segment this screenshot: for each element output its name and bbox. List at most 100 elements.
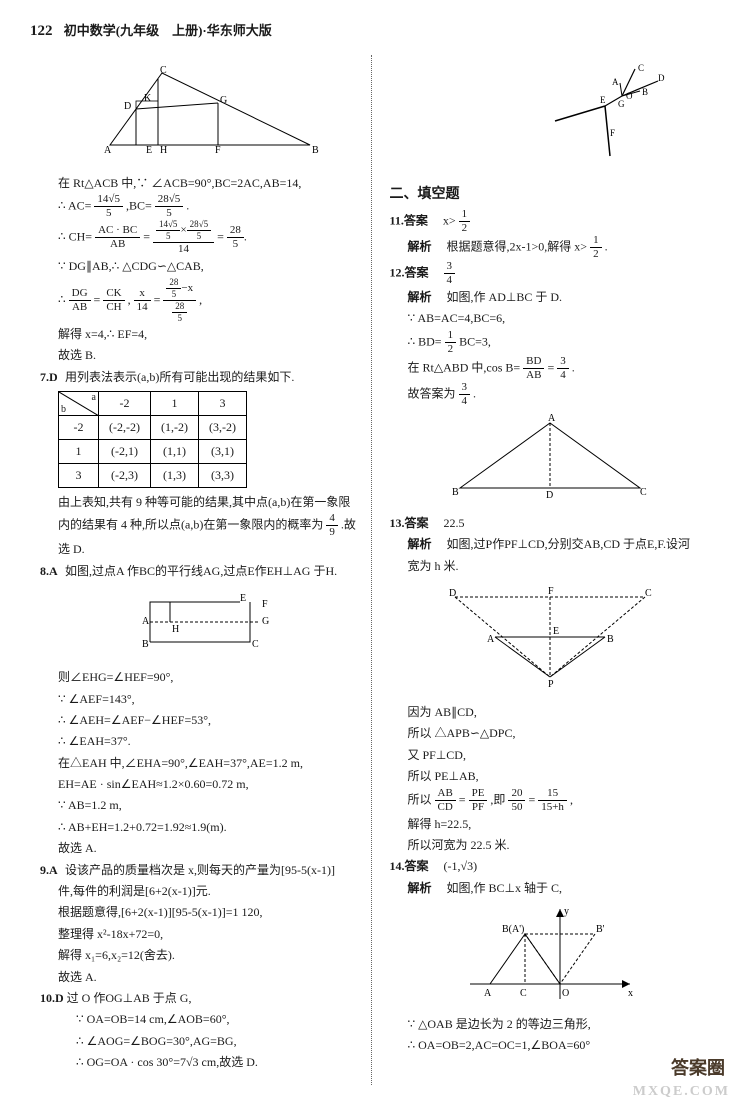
q10-l4: ∴ OG=OA · cos 30°=7√3 cm,故选 D. — [40, 1052, 361, 1072]
svg-text:C: C — [160, 65, 167, 76]
q12-l4: 在 Rt△ABD 中,cos B= BDAB = 34 . — [390, 356, 711, 381]
q6-l4: ∵ DG∥AB,∴ △CDG∽△CAB, — [40, 256, 361, 276]
q7-l2: 由上表知,共有 9 种等可能的结果,其中点(a,b)在第一象限 — [40, 492, 361, 512]
svg-text:B: B — [312, 145, 319, 155]
q9-l5: 解得 x₁=6,x₂=12(舍去). — [40, 945, 361, 965]
svg-text:B: B — [607, 634, 614, 645]
page-number: 122 — [30, 23, 53, 39]
svg-text:D: D — [449, 588, 456, 599]
svg-text:A: A — [548, 413, 556, 424]
q9-l4: 整理得 x²-18x+72=0, — [40, 924, 361, 944]
q12-l1: 解析 如图,作 AD⊥BC 于 D. — [390, 287, 711, 307]
svg-text:F: F — [215, 145, 221, 155]
q6-l2: ∴ AC= 14√55 ,BC= 28√55 . — [40, 194, 361, 219]
svg-text:B(A'): B(A') — [502, 924, 524, 935]
svg-text:P: P — [548, 679, 554, 690]
q6-l1: 在 Rt△ACB 中,∵ ∠ACB=90°,BC=2AC,AB=14, — [40, 173, 361, 193]
watermark-url: MXQE.COM — [633, 1084, 730, 1100]
q12-diagram: A B C D — [390, 413, 711, 507]
q14-l2: ∵ △OAB 是边长为 2 的等边三角形, — [390, 1014, 711, 1034]
table-row: 3(-2,3)(1,3)(3,3) — [59, 463, 247, 487]
page-title: 初中数学(九年级 上册)·华东师大版 — [64, 23, 272, 38]
page-header: 122 初中数学(九年级 上册)·华东师大版 — [30, 20, 720, 40]
svg-text:H: H — [172, 624, 179, 635]
svg-text:F: F — [262, 599, 268, 610]
svg-text:x: x — [628, 988, 633, 999]
svg-text:A: A — [487, 634, 495, 645]
q13-l7: 所以 ABCD = PEPF ,即 2050 = 1515+h , — [390, 788, 711, 813]
svg-text:C: C — [638, 63, 644, 73]
q6-diagram: A B C D G E H F K — [40, 61, 361, 167]
svg-text:A: A — [142, 616, 150, 627]
svg-text:C: C — [645, 588, 652, 599]
q8-l7: EH=AE · sin∠EAH≈1.2×0.60=0.72 m, — [40, 774, 361, 794]
q9-l2: 件,每件的利润是[6+2(x-1)]元. — [40, 881, 361, 901]
q8-l9: ∴ AB+EH=1.2+0.72=1.92≈1.9(m). — [40, 817, 361, 837]
svg-text:H: H — [160, 145, 167, 155]
svg-text:B': B' — [596, 924, 605, 935]
q9-l3: 根据题意得,[6+2(x-1)][95-5(x-1)]=1 120, — [40, 902, 361, 922]
q8-l6: 在△EAH 中,∠EHA=90°,∠EAH=37°,AE=1.2 m, — [40, 753, 361, 773]
svg-text:G: G — [618, 99, 625, 109]
svg-text:E: E — [240, 593, 246, 604]
q8-header: 8.A 如图,过点A 作BC的平行线AG,过点E作EH⊥AG 于H. — [40, 561, 361, 581]
svg-text:E: E — [146, 145, 152, 155]
table-row: -2(-2,-2)(1,-2)(3,-2) — [59, 415, 247, 439]
svg-text:G: G — [262, 616, 269, 627]
svg-text:E: E — [600, 95, 606, 105]
svg-text:D: D — [124, 101, 131, 112]
q14-l3: ∴ OA=OB=2,AC=OC=1,∠BOA=60° — [390, 1035, 711, 1055]
q14-l1: 解析 如图,作 BC⊥x 轴于 C, — [390, 878, 711, 898]
q10-diagram: E O A C B D F G — [390, 61, 711, 175]
q9-l6: 故选 A. — [40, 967, 361, 987]
q13-l6: 所以 PE⊥AB, — [390, 766, 711, 786]
q13-l9: 所以河宽为 22.5 米. — [390, 835, 711, 855]
table-row: a b -2 1 3 — [59, 391, 247, 415]
q6-l7: 故选 B. — [40, 345, 361, 365]
q8-l10: 故选 A. — [40, 838, 361, 858]
svg-text:K: K — [144, 93, 152, 104]
svg-text:F: F — [548, 586, 554, 597]
q10-header: 10.D 过 O 作OG⊥AB 于点 G, — [40, 988, 361, 1008]
q7-header: 7.D 用列表法表示(a,b)所有可能出现的结果如下. — [40, 367, 361, 387]
svg-text:C: C — [252, 639, 259, 650]
svg-text:D: D — [546, 490, 553, 501]
q11-exp: 解析 根据题意得,2x-1>0,解得 x> 12 . — [390, 235, 711, 260]
q6-l5: ∴ DGAB = CKCH , x14 = 285−x 285 , — [40, 278, 361, 323]
q13-l2: 宽为 h 米. — [390, 556, 711, 576]
q7-l4: 选 D. — [40, 539, 361, 559]
content-columns: A B C D G E H F K 在 Rt△ACB 中,∵ ∠ACB=90°,… — [30, 55, 720, 1085]
section-title: 二、填空题 — [390, 183, 711, 203]
q10-l3: ∴ ∠AOG=∠BOG=30°,AG=BG, — [40, 1031, 361, 1051]
q6-l6: 解得 x=4,∴ EF=4, — [40, 324, 361, 344]
q12-l3: ∴ BD= 12 BC=3, — [390, 330, 711, 355]
q13-l5: 又 PF⊥CD, — [390, 745, 711, 765]
svg-text:O: O — [562, 988, 569, 999]
q14: 14.答案 (-1,√3) — [390, 856, 711, 876]
svg-text:G: G — [220, 95, 227, 106]
svg-text:B: B — [452, 487, 459, 498]
svg-text:B: B — [142, 639, 149, 650]
right-column: E O A C B D F G 二、填空题 11.答案 x> 12 解析 根据题… — [372, 55, 721, 1085]
q7-l3: 内的结果有 4 种,所以点(a,b)在第一象限内的概率为 49 .故 — [40, 513, 361, 538]
svg-text:D: D — [658, 73, 665, 83]
svg-text:C: C — [520, 988, 527, 999]
q10-l2: ∵ OA=OB=14 cm,∠AOB=60°, — [40, 1009, 361, 1029]
q13: 13.答案 22.5 — [390, 513, 711, 533]
svg-text:B: B — [642, 87, 648, 97]
q8-l2: 则∠EHG=∠HEF=90°, — [40, 667, 361, 687]
q11: 11.答案 x> 12 — [390, 209, 711, 234]
q6-l3: ∴ CH= AC · BCAB = 14√55×28√55 14 = 285. — [40, 220, 361, 255]
q12: 12.答案 34 — [390, 261, 711, 286]
q13-l3: 因为 AB∥CD, — [390, 702, 711, 722]
q13-l8: 解得 h=22.5, — [390, 814, 711, 834]
q8-l8: ∵ AB=1.2 m, — [40, 795, 361, 815]
svg-text:C: C — [640, 487, 647, 498]
svg-text:E: E — [553, 626, 559, 637]
q8-diagram: B A E C F H G — [40, 587, 361, 661]
svg-text:O: O — [626, 91, 633, 101]
svg-text:A: A — [612, 77, 619, 87]
table-row: 1(-2,1)(1,1)(3,1) — [59, 439, 247, 463]
svg-text:A: A — [104, 145, 112, 155]
svg-text:A: A — [484, 988, 492, 999]
